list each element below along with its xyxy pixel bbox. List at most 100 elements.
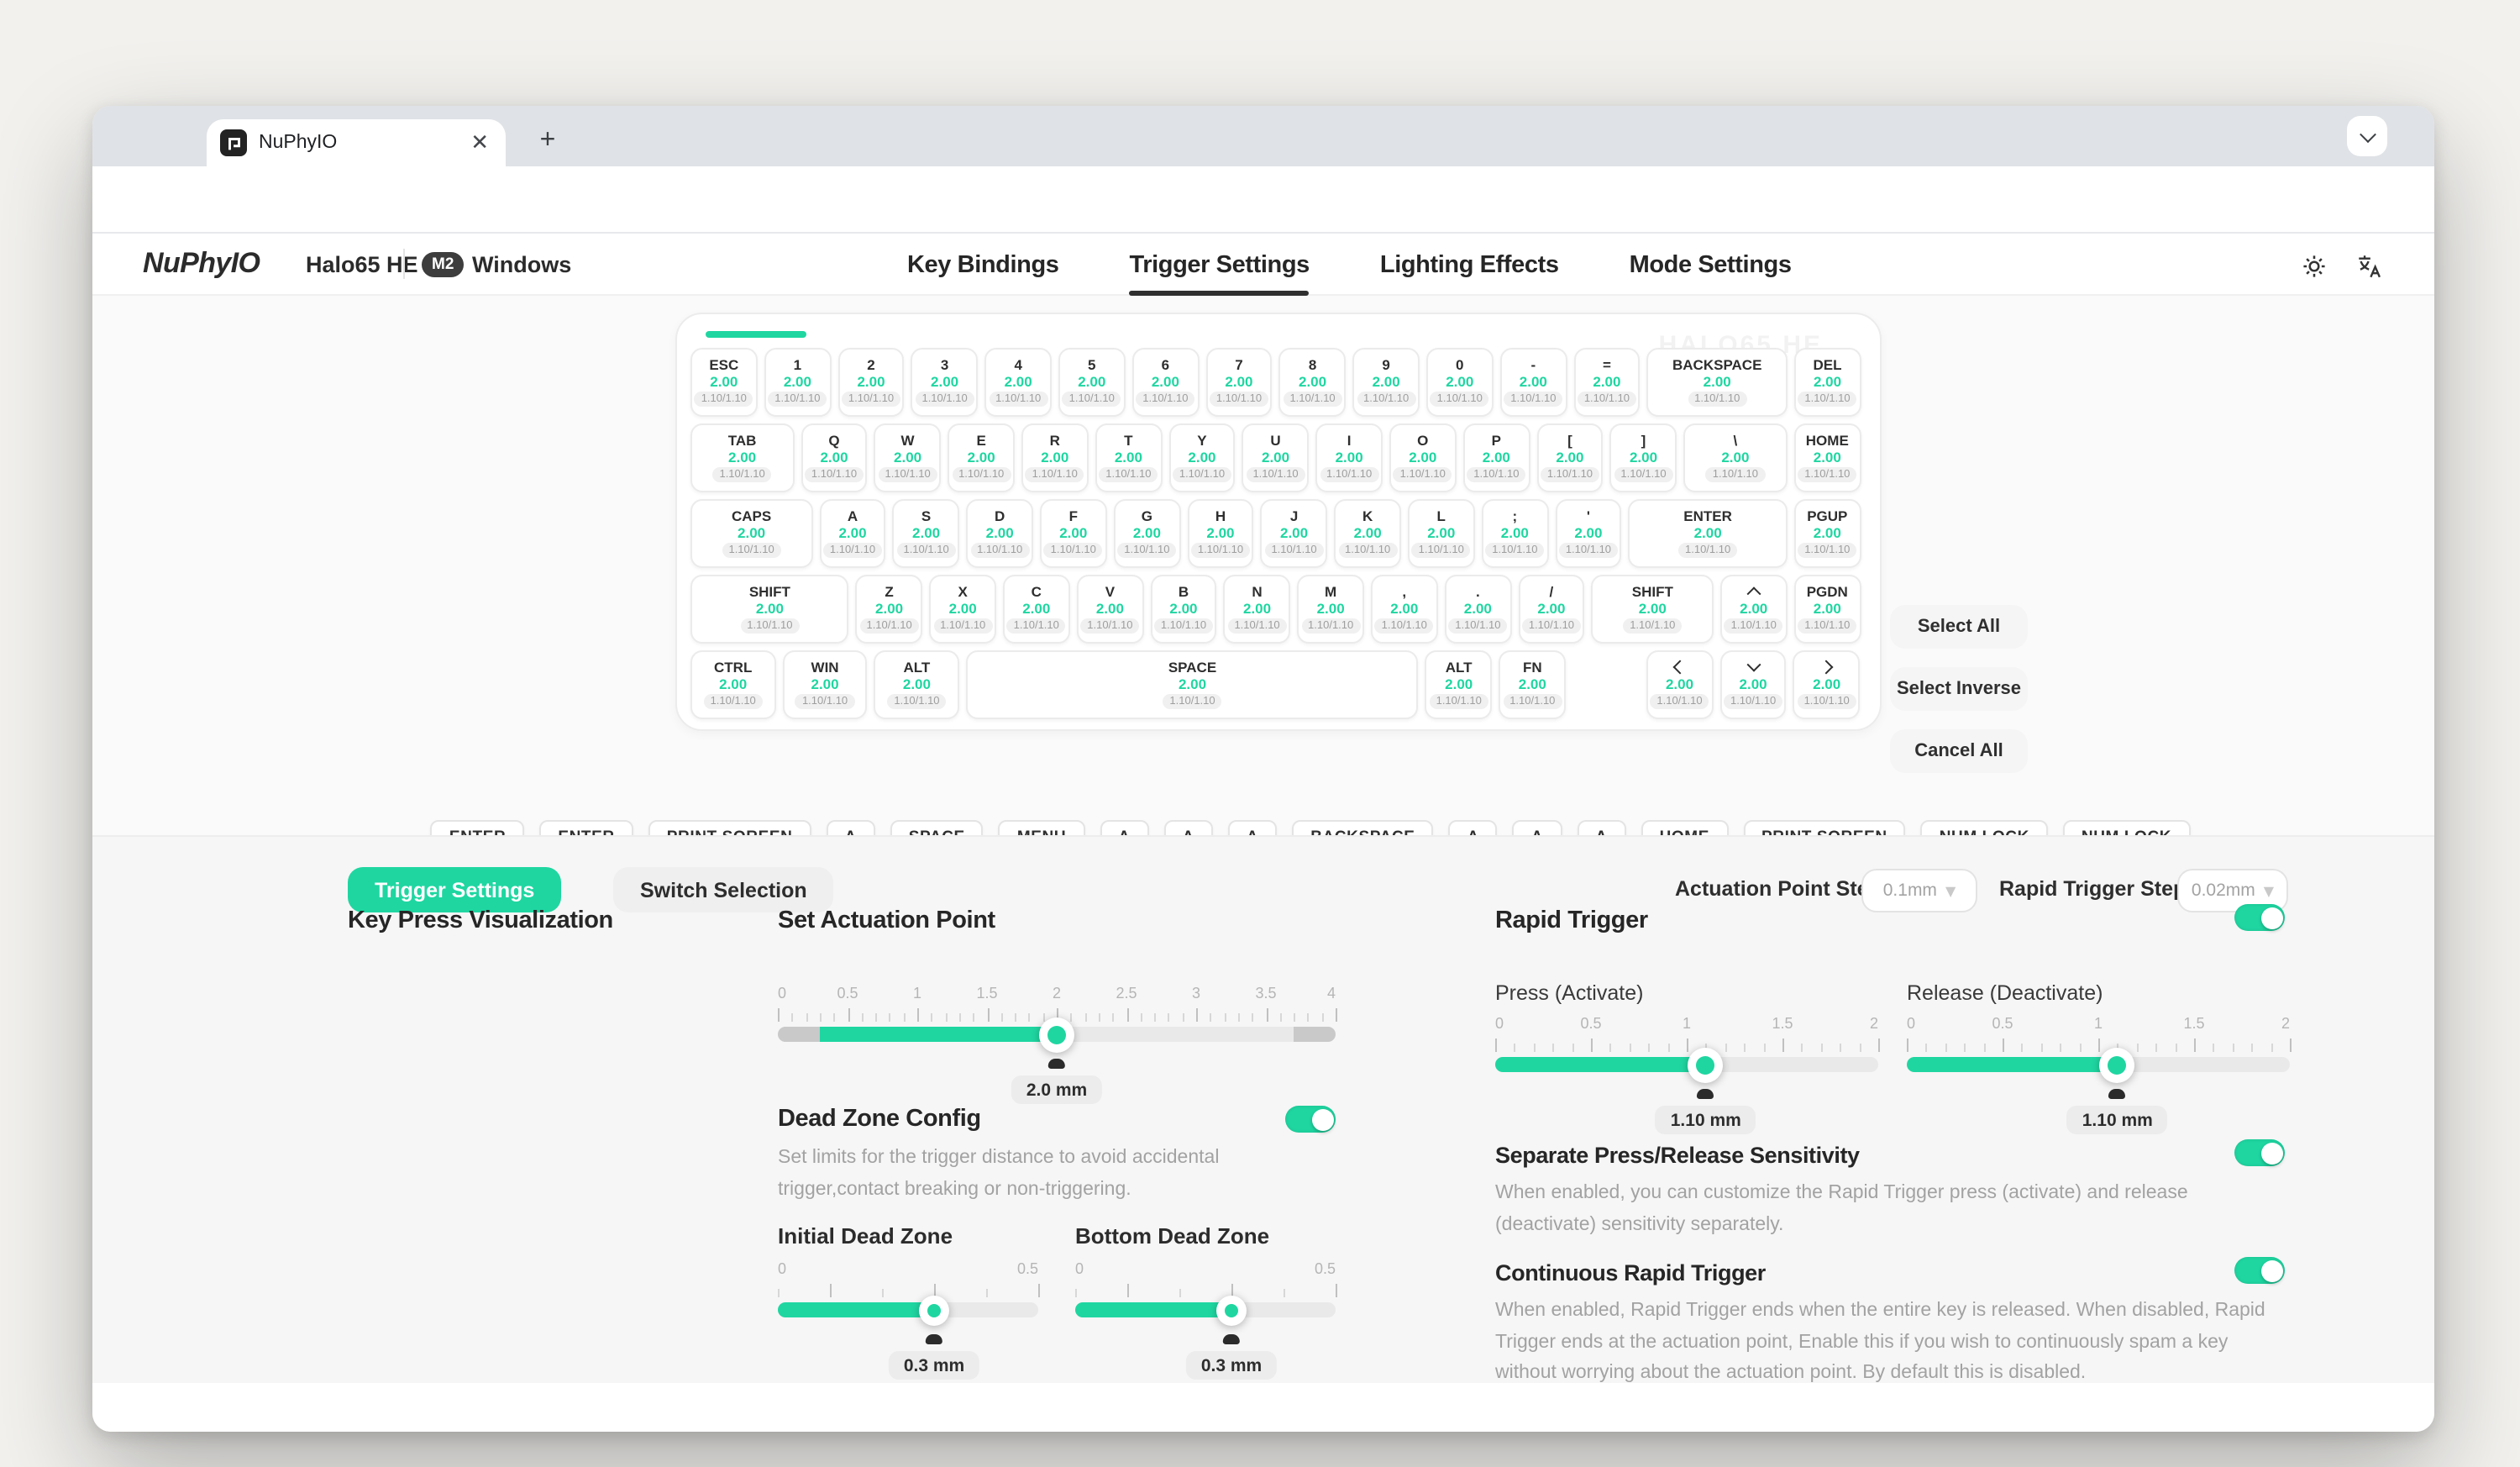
slider-thumb[interactable]: [1039, 1017, 1074, 1052]
key-h[interactable]: H 2.00 1.10/1.10: [1187, 499, 1254, 568]
key-7[interactable]: 7 2.00 1.10/1.10: [1205, 348, 1273, 417]
key-chevron-up[interactable]: 2.00 1.10/1.10: [1719, 575, 1788, 644]
key-esc[interactable]: ESC 2.00 1.10/1.10: [690, 348, 758, 417]
key-4[interactable]: 4 2.00 1.10/1.10: [984, 348, 1052, 417]
key-pgup[interactable]: PGUP 2.00 1.10/1.10: [1793, 499, 1861, 568]
key-chevron-right[interactable]: 2.00 1.10/1.10: [1793, 650, 1861, 719]
key-'[interactable]: ' 2.00 1.10/1.10: [1555, 499, 1622, 568]
key-;[interactable]: ; 2.00 1.10/1.10: [1481, 499, 1549, 568]
select-inverse-button[interactable]: Select Inverse: [1890, 667, 2028, 711]
key-l[interactable]: L 2.00 1.10/1.10: [1407, 499, 1475, 568]
device-name[interactable]: Halo65 HE: [306, 252, 418, 277]
nav-lighting-effects[interactable]: Lighting Effects: [1379, 251, 1559, 278]
slider-thumb[interactable]: [2099, 1047, 2135, 1082]
key-ctrl[interactable]: CTRL 2.00 1.10/1.10: [690, 650, 776, 719]
key-2[interactable]: 2 2.00 1.10/1.10: [837, 348, 905, 417]
tab-search-button[interactable]: [2347, 116, 2387, 156]
key-u[interactable]: U 2.00 1.10/1.10: [1242, 423, 1310, 492]
gear-icon[interactable]: [2295, 247, 2332, 284]
select-all-button[interactable]: Select All: [1890, 605, 2028, 649]
continuous-toggle[interactable]: [2234, 1257, 2285, 1284]
nav-key-bindings[interactable]: Key Bindings: [907, 251, 1059, 278]
key-x[interactable]: X 2.00 1.10/1.10: [929, 575, 996, 644]
key-.[interactable]: . 2.00 1.10/1.10: [1444, 575, 1512, 644]
key-g[interactable]: G 2.00 1.10/1.10: [1113, 499, 1181, 568]
key-z[interactable]: Z 2.00 1.10/1.10: [855, 575, 923, 644]
tab-close-icon[interactable]: ✕: [470, 129, 489, 155]
press-slider[interactable]: 0 0.5 1 1.5 2 1.10 mm: [1495, 1015, 1881, 1134]
key-][interactable]: ] 2.00 1.10/1.10: [1609, 423, 1677, 492]
key-q[interactable]: Q 2.00 1.10/1.10: [801, 423, 868, 492]
initial-dead-zone-slider[interactable]: 0 0.5 0.3 mm: [778, 1260, 1041, 1380]
key-n[interactable]: N 2.00 1.10/1.10: [1223, 575, 1291, 644]
key-caps[interactable]: CAPS 2.00 1.10/1.10: [690, 499, 813, 568]
key-chevron-down[interactable]: 2.00 1.10/1.10: [1719, 650, 1787, 719]
separate-toggle[interactable]: [2234, 1139, 2285, 1166]
key-b[interactable]: B 2.00 1.10/1.10: [1150, 575, 1217, 644]
key-c[interactable]: C 2.00 1.10/1.10: [1002, 575, 1070, 644]
key-=[interactable]: = 2.00 1.10/1.10: [1573, 348, 1641, 417]
key-,[interactable]: , 2.00 1.10/1.10: [1370, 575, 1438, 644]
key-0[interactable]: 0 2.00 1.10/1.10: [1425, 348, 1494, 417]
key-space[interactable]: SPACE 2.00 1.10/1.10: [966, 650, 1419, 719]
key--[interactable]: -2.00 1.10/1.10: [1499, 348, 1567, 417]
bottom-dead-zone-slider[interactable]: 0 0.5 0.3 mm: [1075, 1260, 1338, 1380]
nav-trigger-settings[interactable]: Trigger Settings: [1129, 234, 1310, 296]
new-tab-button[interactable]: +: [539, 126, 556, 155]
cancel-all-button[interactable]: Cancel All: [1890, 729, 2028, 773]
language-icon[interactable]: [2350, 247, 2387, 284]
rapid-trigger-toggle[interactable]: [2234, 904, 2285, 931]
key-win[interactable]: WIN 2.00 1.10/1.10: [782, 650, 868, 719]
actuation-slider[interactable]: 0 0.5 1 1.5 2 2.5 3 3.5 4 2.0 mm: [778, 985, 1338, 1104]
key-f[interactable]: F 2.00 1.10/1.10: [1039, 499, 1107, 568]
key-del[interactable]: DEL 2.00 1.10/1.10: [1793, 348, 1861, 417]
key-k[interactable]: K 2.00 1.10/1.10: [1334, 499, 1401, 568]
key-3[interactable]: 3 2.00 1.10/1.10: [911, 348, 979, 417]
slider-thumb[interactable]: [1216, 1295, 1247, 1325]
key-e[interactable]: E 2.00 1.10/1.10: [948, 423, 1015, 492]
key-t[interactable]: T 2.00 1.10/1.10: [1095, 423, 1163, 492]
slider-thumb[interactable]: [919, 1295, 949, 1325]
tab-switch-selection[interactable]: Switch Selection: [613, 867, 834, 912]
key-6[interactable]: 6 2.00 1.10/1.10: [1131, 348, 1200, 417]
key-o[interactable]: O 2.00 1.10/1.10: [1389, 423, 1457, 492]
key-w[interactable]: W 2.00 1.10/1.10: [874, 423, 942, 492]
key-y[interactable]: Y 2.00 1.10/1.10: [1168, 423, 1236, 492]
key-1[interactable]: 1 2.00 1.10/1.10: [764, 348, 832, 417]
key-j[interactable]: J 2.00 1.10/1.10: [1260, 499, 1328, 568]
key-[[interactable]: [2.00 1.10/1.10: [1536, 423, 1604, 492]
key-shift[interactable]: SHIFT 2.00 1.10/1.10: [690, 575, 849, 644]
key-5[interactable]: 5 2.00 1.10/1.10: [1058, 348, 1126, 417]
key-d[interactable]: D 2.00 1.10/1.10: [966, 499, 1033, 568]
key-alt[interactable]: ALT 2.00 1.10/1.10: [1425, 650, 1493, 719]
key-backspace[interactable]: BACKSPACE 2.00 1.10/1.10: [1646, 348, 1788, 417]
key-alt[interactable]: ALT 2.00 1.10/1.10: [874, 650, 960, 719]
key-s[interactable]: S 2.00 1.10/1.10: [892, 499, 960, 568]
key-fn[interactable]: FN 2.00 1.10/1.10: [1499, 650, 1567, 719]
key-r[interactable]: R 2.00 1.10/1.10: [1021, 423, 1089, 492]
key-enter[interactable]: ENTER 2.00 1.10/1.10: [1628, 499, 1788, 568]
key-chevron-left[interactable]: 2.00 1.10/1.10: [1646, 650, 1714, 719]
key-pgdn[interactable]: PGDN 2.00 1.10/1.10: [1793, 575, 1861, 644]
browser-tab[interactable]: NuPhyIO ✕: [207, 119, 506, 166]
key-m[interactable]: M 2.00 1.10/1.10: [1297, 575, 1364, 644]
key-\[interactable]: \ 2.00 1.10/1.10: [1683, 423, 1788, 492]
rapid-step-dropdown[interactable]: 0.02mm ▼: [2177, 869, 2288, 912]
release-slider[interactable]: 0 0.5 1 1.5 2 1.10 mm: [1907, 1015, 2292, 1134]
dead-zone-toggle[interactable]: [1285, 1106, 1336, 1133]
key-v[interactable]: V 2.00 1.10/1.10: [1076, 575, 1144, 644]
key-/[interactable]: /2.00 1.10/1.10: [1518, 575, 1585, 644]
os-label[interactable]: Windows: [472, 252, 572, 277]
key-i[interactable]: I 2.00 1.10/1.10: [1315, 423, 1383, 492]
key-9[interactable]: 9 2.00 1.10/1.10: [1352, 348, 1420, 417]
key-8[interactable]: 8 2.00 1.10/1.10: [1278, 348, 1347, 417]
key-home[interactable]: HOME 2.00 1.10/1.10: [1793, 423, 1861, 492]
actuation-step-dropdown[interactable]: 0.1mm ▼: [1861, 869, 1977, 912]
tab-trigger-settings[interactable]: Trigger Settings: [348, 867, 562, 912]
key-shift[interactable]: SHIFT 2.00 1.10/1.10: [1591, 575, 1714, 644]
key-tab[interactable]: TAB 2.00 1.10/1.10: [690, 423, 795, 492]
slider-thumb[interactable]: [1688, 1047, 1724, 1082]
key-a[interactable]: A 2.00 1.10/1.10: [819, 499, 886, 568]
key-p[interactable]: P 2.00 1.10/1.10: [1462, 423, 1530, 492]
nav-mode-settings[interactable]: Mode Settings: [1629, 251, 1792, 278]
